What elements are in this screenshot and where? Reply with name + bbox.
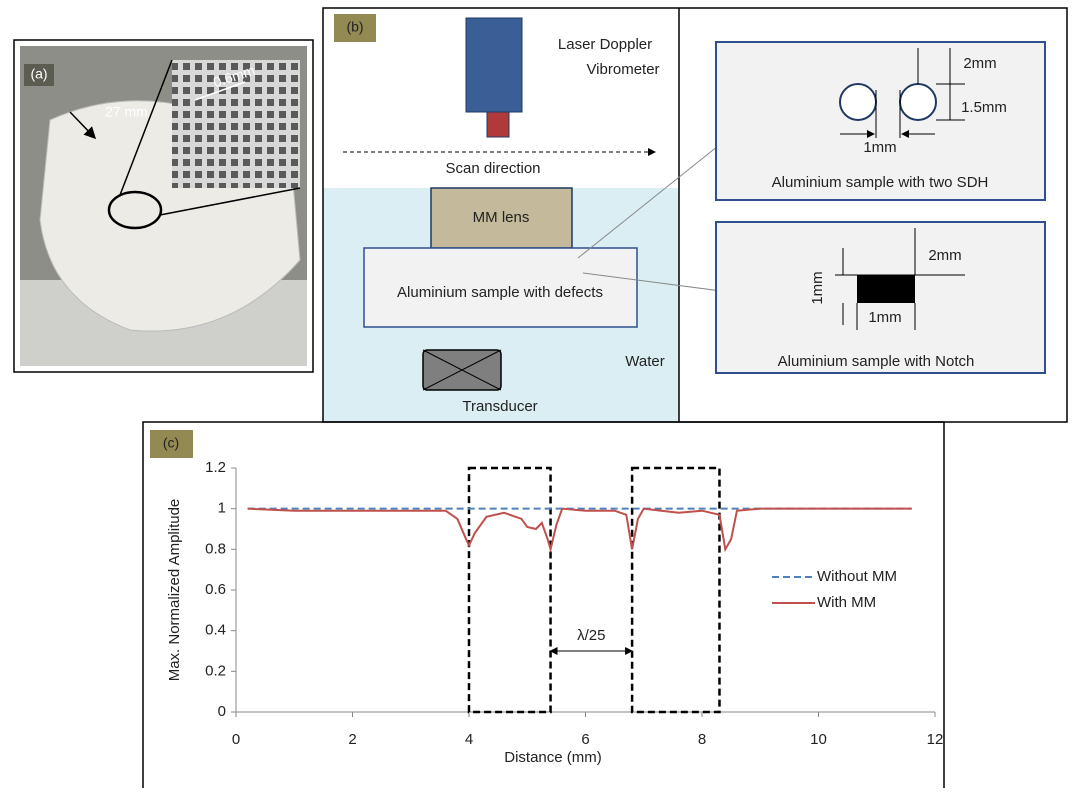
- y-tick-label: 1: [218, 500, 226, 517]
- hole: [900, 84, 936, 120]
- sample-label: Aluminium sample with defects: [397, 284, 603, 301]
- figure: (a) 27 mm 0.6mm (b) Laser Doppler Vibrom…: [0, 0, 1072, 788]
- x-tick-label: 6: [581, 731, 589, 748]
- y-tick-label: 0.2: [205, 662, 226, 679]
- vibrometer-label: Vibrometer: [586, 61, 659, 78]
- panel-a: (a) 27 mm 0.6mm: [14, 40, 313, 372]
- x-tick-label: 12: [927, 731, 944, 748]
- caption: Aluminium sample with Notch: [778, 353, 975, 370]
- hole: [840, 84, 876, 120]
- panel-c: (c) Distance (mm) Max. Normalized Amplit…: [143, 422, 944, 788]
- dimension-label: 27 mm: [105, 104, 148, 120]
- y-tick-label: 1.2: [205, 459, 226, 476]
- panel-label: (a): [30, 66, 47, 82]
- y-tick-label: 0.8: [205, 540, 226, 557]
- legend-label: Without MM: [817, 568, 897, 585]
- x-tick-label: 0: [232, 731, 240, 748]
- highlight-region: [632, 468, 719, 712]
- series-line: [248, 509, 912, 550]
- notch: [857, 275, 915, 303]
- panel-b: (b) Laser Doppler Vibrometer Scan direct…: [323, 8, 1067, 422]
- x-tick-label: 4: [465, 731, 473, 748]
- x-tick-label: 10: [810, 731, 827, 748]
- dimension-label: 2mm: [963, 55, 996, 72]
- y-tick-label: 0.4: [205, 622, 226, 639]
- panel-label: (b): [346, 19, 363, 35]
- x-axis-title: Distance (mm): [504, 749, 602, 766]
- dimension-label: 1mm: [868, 309, 901, 326]
- caption: Aluminium sample with two SDH: [772, 174, 989, 191]
- vibrometer-label: Laser Doppler: [558, 36, 652, 53]
- dimension-label: 1.5mm: [961, 99, 1007, 116]
- dimension-label: 1mm: [863, 139, 896, 156]
- laser-head: [487, 112, 509, 137]
- y-tick-label: 0: [218, 703, 226, 720]
- dimension-label: 2mm: [928, 247, 961, 264]
- y-tick-label: 0.6: [205, 581, 226, 598]
- scan-label: Scan direction: [445, 160, 540, 177]
- panel-label: (c): [163, 435, 179, 451]
- y-axis-title: Max. Normalized Amplitude: [166, 499, 183, 682]
- dimension-label: 1mm: [809, 271, 826, 304]
- x-tick-label: 2: [348, 731, 356, 748]
- vibrometer: [466, 18, 522, 112]
- legend-label: With MM: [817, 594, 876, 611]
- x-tick-label: 8: [698, 731, 706, 748]
- highlight-region: [469, 468, 551, 712]
- water-label: Water: [625, 353, 664, 370]
- lens-label: MM lens: [473, 209, 530, 226]
- transducer-label: Transducer: [462, 398, 537, 415]
- annotation-label: λ/25: [577, 627, 605, 644]
